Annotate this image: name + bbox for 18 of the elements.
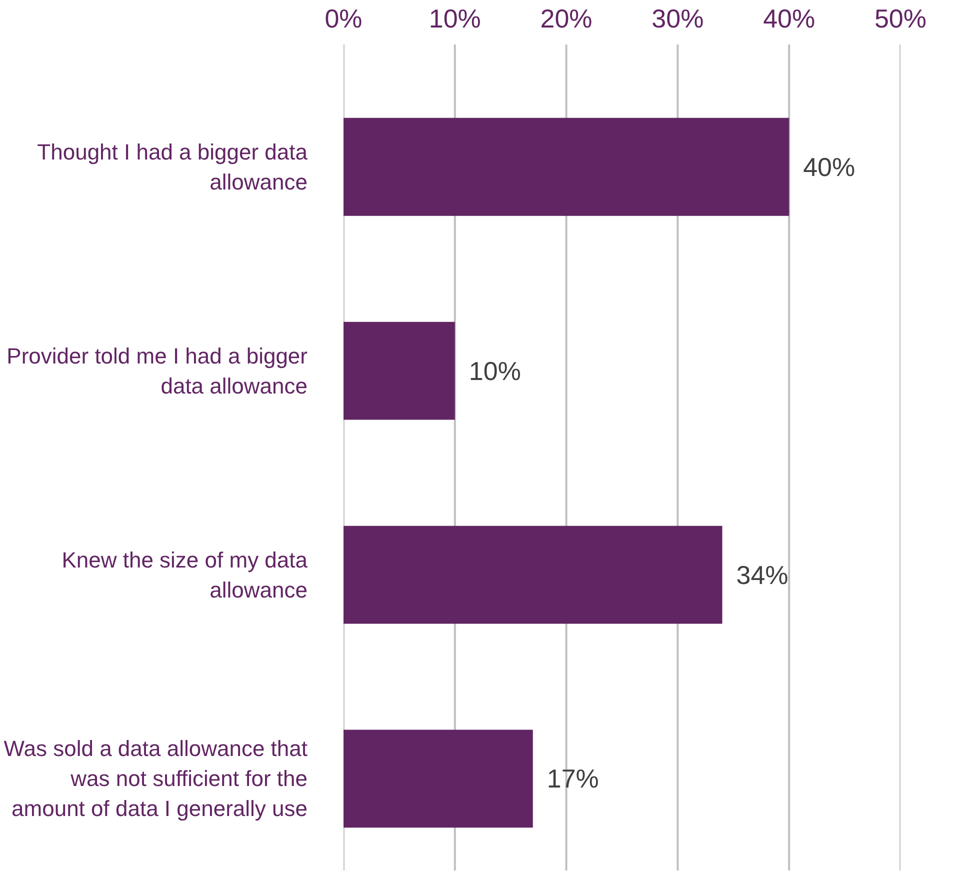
data-label: 40% [803, 152, 856, 182]
bar [344, 730, 533, 828]
bar [344, 118, 790, 216]
x-tick-label: 50% [874, 4, 927, 34]
x-tick-label: 30% [652, 4, 704, 34]
y-tick-label: Was sold a data allowance that was not sufficient for the amount of data I generally use [4, 736, 308, 822]
data-label: 10% [468, 356, 521, 386]
x-tick-label: 40% [763, 4, 816, 34]
data-label: 34% [736, 560, 788, 590]
x-tick-label: 20% [540, 4, 592, 34]
x-tick-label: 0% [324, 4, 362, 34]
y-tick-label: Thought I had a bigger data allowance [37, 139, 308, 194]
y-tick-label: Knew the size of my data allowance [62, 547, 308, 602]
x-tick-label: 10% [428, 4, 481, 34]
bar [344, 526, 722, 624]
y-tick-label: Provider told me I had a bigger data allowance [6, 343, 308, 398]
data-label: 17% [546, 764, 599, 794]
bar [344, 322, 455, 420]
